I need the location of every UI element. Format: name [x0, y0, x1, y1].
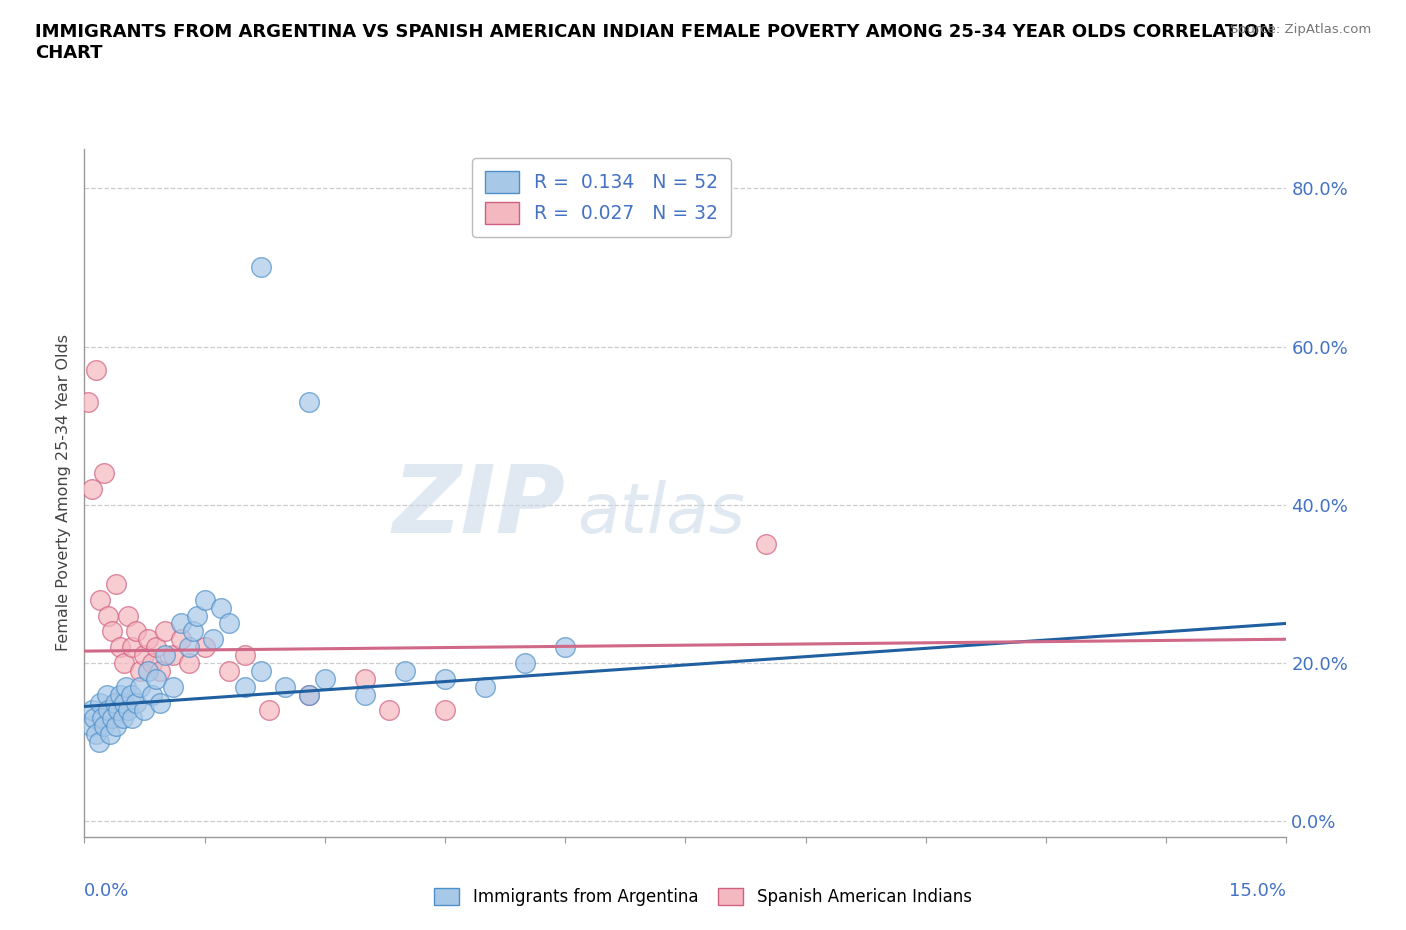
Point	[110, 640, 132, 655]
Legend: R =  0.134   N = 52, R =  0.027   N = 32: R = 0.134 N = 52, R = 0.027 N = 32	[472, 158, 731, 237]
Point	[149, 695, 172, 710]
Point	[434, 703, 457, 718]
Point	[86, 726, 108, 741]
Point	[298, 394, 321, 409]
Point	[89, 592, 111, 607]
Point	[233, 679, 256, 694]
Text: 15.0%: 15.0%	[1229, 882, 1286, 899]
Point	[107, 703, 129, 718]
Point	[378, 703, 401, 718]
Point	[153, 624, 176, 639]
Point	[120, 687, 142, 702]
Point	[145, 640, 167, 655]
Point	[249, 260, 271, 275]
Point	[474, 679, 496, 694]
Point	[162, 679, 184, 694]
Point	[125, 624, 148, 639]
Point	[80, 719, 103, 734]
Point	[97, 608, 120, 623]
Point	[93, 466, 115, 481]
Point	[298, 687, 321, 702]
Text: IMMIGRANTS FROM ARGENTINA VS SPANISH AMERICAN INDIAN FEMALE POVERTY AMONG 25-34 : IMMIGRANTS FROM ARGENTINA VS SPANISH AME…	[35, 23, 1274, 62]
Point	[177, 640, 200, 655]
Point	[201, 631, 224, 646]
Point	[77, 394, 100, 409]
Point	[218, 616, 240, 631]
Point	[233, 647, 256, 662]
Point	[83, 711, 105, 725]
Point	[134, 647, 156, 662]
Point	[82, 482, 104, 497]
Point	[141, 687, 163, 702]
Text: Source: ZipAtlas.com: Source: ZipAtlas.com	[1230, 23, 1371, 36]
Point	[162, 647, 184, 662]
Point	[134, 703, 156, 718]
Point	[755, 537, 778, 551]
Point	[89, 695, 111, 710]
Text: 0.0%: 0.0%	[84, 882, 129, 899]
Point	[121, 640, 143, 655]
Point	[138, 631, 160, 646]
Point	[105, 577, 128, 591]
Point	[87, 735, 110, 750]
Point	[110, 687, 132, 702]
Point	[101, 711, 124, 725]
Point	[249, 663, 271, 678]
Point	[209, 600, 232, 615]
Point	[111, 711, 134, 725]
Point	[298, 687, 321, 702]
Point	[117, 703, 139, 718]
Point	[145, 671, 167, 686]
Point	[138, 663, 160, 678]
Point	[181, 624, 204, 639]
Point	[354, 671, 377, 686]
Point	[82, 703, 104, 718]
Point	[98, 726, 121, 741]
Point	[97, 703, 120, 718]
Point	[434, 671, 457, 686]
Legend: Immigrants from Argentina, Spanish American Indians: Immigrants from Argentina, Spanish Ameri…	[427, 881, 979, 912]
Point	[101, 624, 124, 639]
Point	[125, 695, 148, 710]
Point	[394, 663, 416, 678]
Text: atlas: atlas	[578, 480, 745, 547]
Point	[274, 679, 297, 694]
Point	[105, 719, 128, 734]
Text: ZIP: ZIP	[392, 460, 565, 552]
Y-axis label: Female Poverty Among 25-34 Year Olds: Female Poverty Among 25-34 Year Olds	[56, 335, 72, 651]
Point	[554, 640, 576, 655]
Point	[314, 671, 336, 686]
Point	[169, 631, 191, 646]
Point	[129, 679, 152, 694]
Point	[86, 363, 108, 378]
Point	[515, 656, 537, 671]
Point	[194, 592, 217, 607]
Point	[153, 647, 176, 662]
Point	[194, 640, 217, 655]
Point	[257, 703, 280, 718]
Point	[149, 663, 172, 678]
Point	[117, 608, 139, 623]
Point	[91, 711, 114, 725]
Point	[93, 719, 115, 734]
Point	[218, 663, 240, 678]
Point	[96, 687, 118, 702]
Point	[177, 656, 200, 671]
Point	[141, 656, 163, 671]
Point	[114, 656, 135, 671]
Point	[129, 663, 152, 678]
Point	[354, 687, 377, 702]
Point	[121, 711, 143, 725]
Point	[169, 616, 191, 631]
Point	[104, 695, 127, 710]
Point	[114, 695, 135, 710]
Point	[186, 608, 208, 623]
Point	[115, 679, 138, 694]
